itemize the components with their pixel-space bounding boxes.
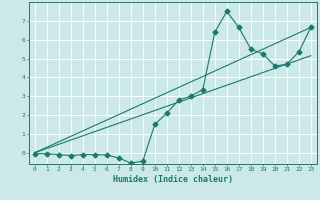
X-axis label: Humidex (Indice chaleur): Humidex (Indice chaleur)	[113, 175, 233, 184]
